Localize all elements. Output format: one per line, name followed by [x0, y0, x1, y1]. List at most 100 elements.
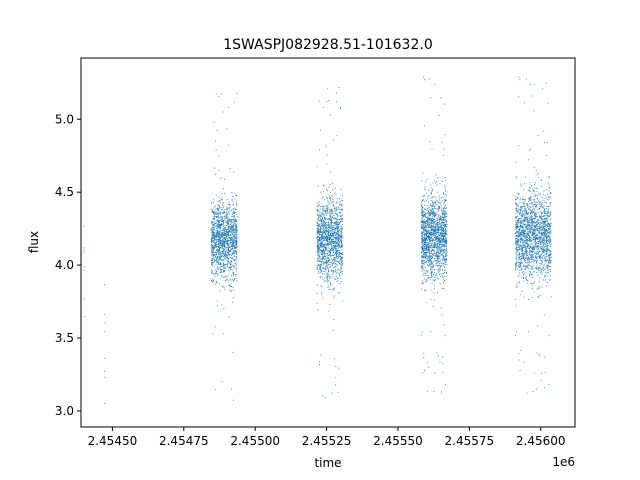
data-point: [424, 221, 425, 223]
data-point: [322, 216, 324, 218]
data-point: [221, 93, 223, 95]
data-point: [437, 250, 439, 252]
data-point: [433, 255, 435, 256]
data-point: [317, 230, 319, 232]
data-point: [223, 221, 224, 223]
data-point: [430, 210, 432, 212]
data-point: [517, 246, 519, 248]
data-point: [341, 205, 343, 207]
data-point: [327, 257, 329, 259]
data-point: [426, 277, 428, 279]
data-point: [527, 213, 529, 215]
data-point: [427, 207, 429, 209]
data-point: [227, 247, 229, 249]
data-point: [445, 214, 447, 215]
data-point: [226, 249, 228, 251]
data-point: [436, 224, 438, 226]
data-point: [423, 195, 425, 197]
data-point: [326, 228, 327, 230]
data-point: [321, 197, 323, 199]
data-point: [226, 234, 227, 236]
data-point: [234, 198, 236, 200]
data-point: [235, 243, 237, 245]
data-point: [427, 222, 429, 223]
data-point: [437, 247, 439, 248]
data-point: [222, 259, 224, 261]
data-point: [333, 262, 335, 264]
data-point: [424, 215, 426, 216]
data-point: [317, 252, 319, 254]
data-point: [431, 207, 433, 209]
data-point: [218, 169, 220, 171]
data-point: [428, 217, 430, 219]
data-point: [225, 239, 227, 241]
data-point: [528, 256, 530, 258]
data-point: [522, 229, 524, 231]
data-point: [542, 238, 544, 240]
data-point: [548, 234, 550, 236]
data-point: [529, 271, 531, 273]
data-point: [328, 275, 330, 277]
data-point: [212, 254, 214, 256]
data-point: [224, 227, 226, 229]
data-point: [334, 247, 336, 248]
data-point: [221, 223, 223, 225]
data-point: [423, 235, 425, 237]
data-point: [224, 244, 226, 246]
data-point: [423, 214, 425, 216]
data-point: [330, 269, 332, 271]
data-point: [326, 154, 328, 156]
data-point: [228, 211, 230, 213]
data-point: [440, 251, 442, 253]
data-point: [443, 192, 445, 194]
data-point: [324, 222, 326, 224]
data-point: [525, 233, 527, 235]
data-point: [529, 247, 531, 249]
data-point: [541, 249, 542, 251]
data-point: [536, 388, 538, 390]
data-point: [444, 234, 446, 236]
data-point: [326, 224, 328, 225]
data-point: [337, 231, 338, 233]
data-point: [332, 225, 334, 226]
data-point: [235, 244, 237, 246]
data-point: [434, 230, 436, 232]
data-point: [230, 221, 232, 222]
data-point: [324, 239, 326, 241]
data-point: [340, 218, 342, 220]
data-point: [443, 287, 445, 289]
data-point: [337, 243, 339, 245]
data-point: [335, 238, 337, 240]
data-point: [226, 235, 228, 237]
data-point: [216, 233, 218, 235]
data-point: [433, 273, 435, 275]
data-point: [212, 211, 214, 213]
data-point: [331, 249, 333, 251]
data-point: [340, 215, 342, 217]
data-point: [331, 239, 333, 241]
data-point: [224, 255, 226, 257]
data-point: [444, 177, 446, 178]
data-point: [424, 290, 426, 291]
data-point: [437, 220, 439, 222]
data-point: [429, 264, 431, 266]
data-point: [515, 229, 517, 231]
data-point: [223, 238, 225, 240]
data-point: [533, 189, 535, 191]
data-point: [533, 110, 535, 112]
data-point: [443, 235, 445, 237]
data-point: [321, 242, 323, 244]
data-point: [226, 279, 228, 281]
data-point: [516, 254, 518, 256]
data-point: [423, 251, 425, 253]
data-point: [226, 250, 228, 252]
data-point: [224, 265, 226, 267]
data-point: [224, 241, 226, 243]
data-point: [228, 260, 230, 262]
data-point: [328, 289, 330, 290]
data-point: [423, 233, 425, 235]
data-point: [446, 194, 447, 196]
data-point: [218, 155, 220, 157]
data-point: [317, 231, 319, 233]
data-point: [529, 238, 531, 240]
